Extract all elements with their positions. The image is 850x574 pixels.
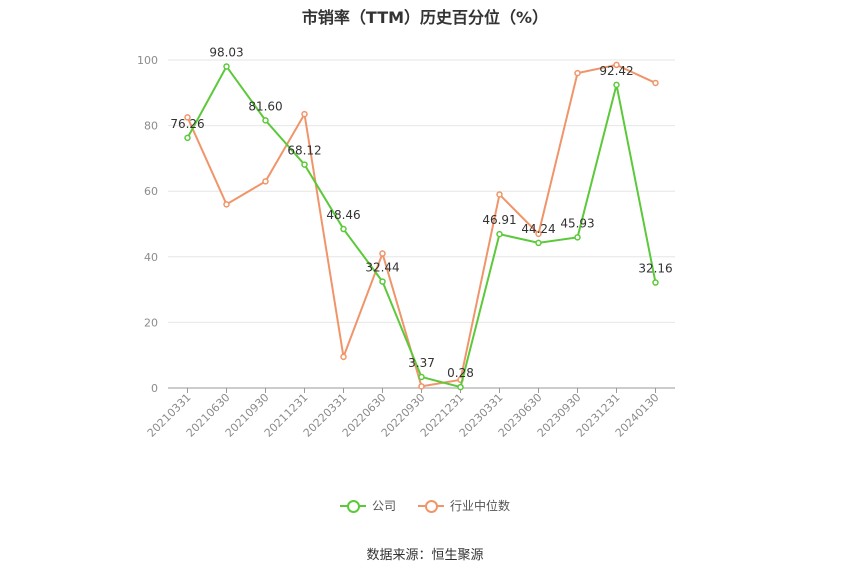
data-point xyxy=(184,134,191,142)
legend-label: 公司 xyxy=(371,499,396,513)
data-label: 48.46 xyxy=(326,208,360,222)
data-point xyxy=(574,69,581,77)
data-point xyxy=(418,373,425,381)
data-point xyxy=(418,383,425,390)
legend-marker-icon xyxy=(418,499,444,513)
data-point xyxy=(379,250,386,257)
data-label: 3.37 xyxy=(408,356,435,370)
legend-item-industry-median[interactable]: 行业中位数 xyxy=(418,497,510,514)
data-point xyxy=(223,63,230,70)
data-point xyxy=(457,383,464,391)
data-label: 32.44 xyxy=(365,261,399,275)
data-point xyxy=(574,234,581,241)
data-label: 45.93 xyxy=(560,216,594,230)
y-tick-label: 80 xyxy=(144,120,158,133)
data-label: 68.12 xyxy=(287,144,321,158)
y-tick-label: 0 xyxy=(151,382,158,395)
legend-label: 行业中位数 xyxy=(450,499,511,513)
data-source: 数据来源：恒生聚源 xyxy=(366,548,484,563)
y-tick-label: 40 xyxy=(144,251,158,264)
data-label: 76.26 xyxy=(170,117,204,131)
y-tick-label: 100 xyxy=(137,54,158,67)
data-point xyxy=(613,81,620,89)
data-point xyxy=(184,114,191,121)
data-point xyxy=(496,230,503,238)
data-label: 0.28 xyxy=(447,366,474,380)
data-point xyxy=(340,225,347,233)
data-point xyxy=(613,61,620,69)
legend: 公司 行业中位数 xyxy=(0,497,850,514)
data-label: 44.24 xyxy=(521,222,555,236)
y-tick-label: 60 xyxy=(144,185,158,198)
data-point xyxy=(301,110,308,118)
data-point xyxy=(652,279,659,286)
data-point xyxy=(535,230,542,238)
data-label: 98.03 xyxy=(209,45,243,59)
data-point xyxy=(652,79,659,87)
legend-item-company[interactable]: 公司 xyxy=(339,497,396,514)
data-label: 32.16 xyxy=(638,262,672,276)
data-point xyxy=(379,278,386,285)
legend-marker-icon xyxy=(339,499,366,513)
data-point xyxy=(340,353,347,361)
data-point xyxy=(535,239,542,247)
data-point xyxy=(496,191,503,198)
chart-title: 市销率（TTM）历史百分位（%） xyxy=(301,8,549,27)
data-label: 46.91 xyxy=(482,213,516,227)
data-point xyxy=(262,178,269,185)
data-point xyxy=(223,201,230,208)
data-point xyxy=(262,117,269,124)
data-point xyxy=(301,161,308,168)
y-tick-label: 20 xyxy=(144,316,158,329)
data-label: 81.60 xyxy=(248,99,282,113)
data-label: 92.42 xyxy=(599,64,633,78)
